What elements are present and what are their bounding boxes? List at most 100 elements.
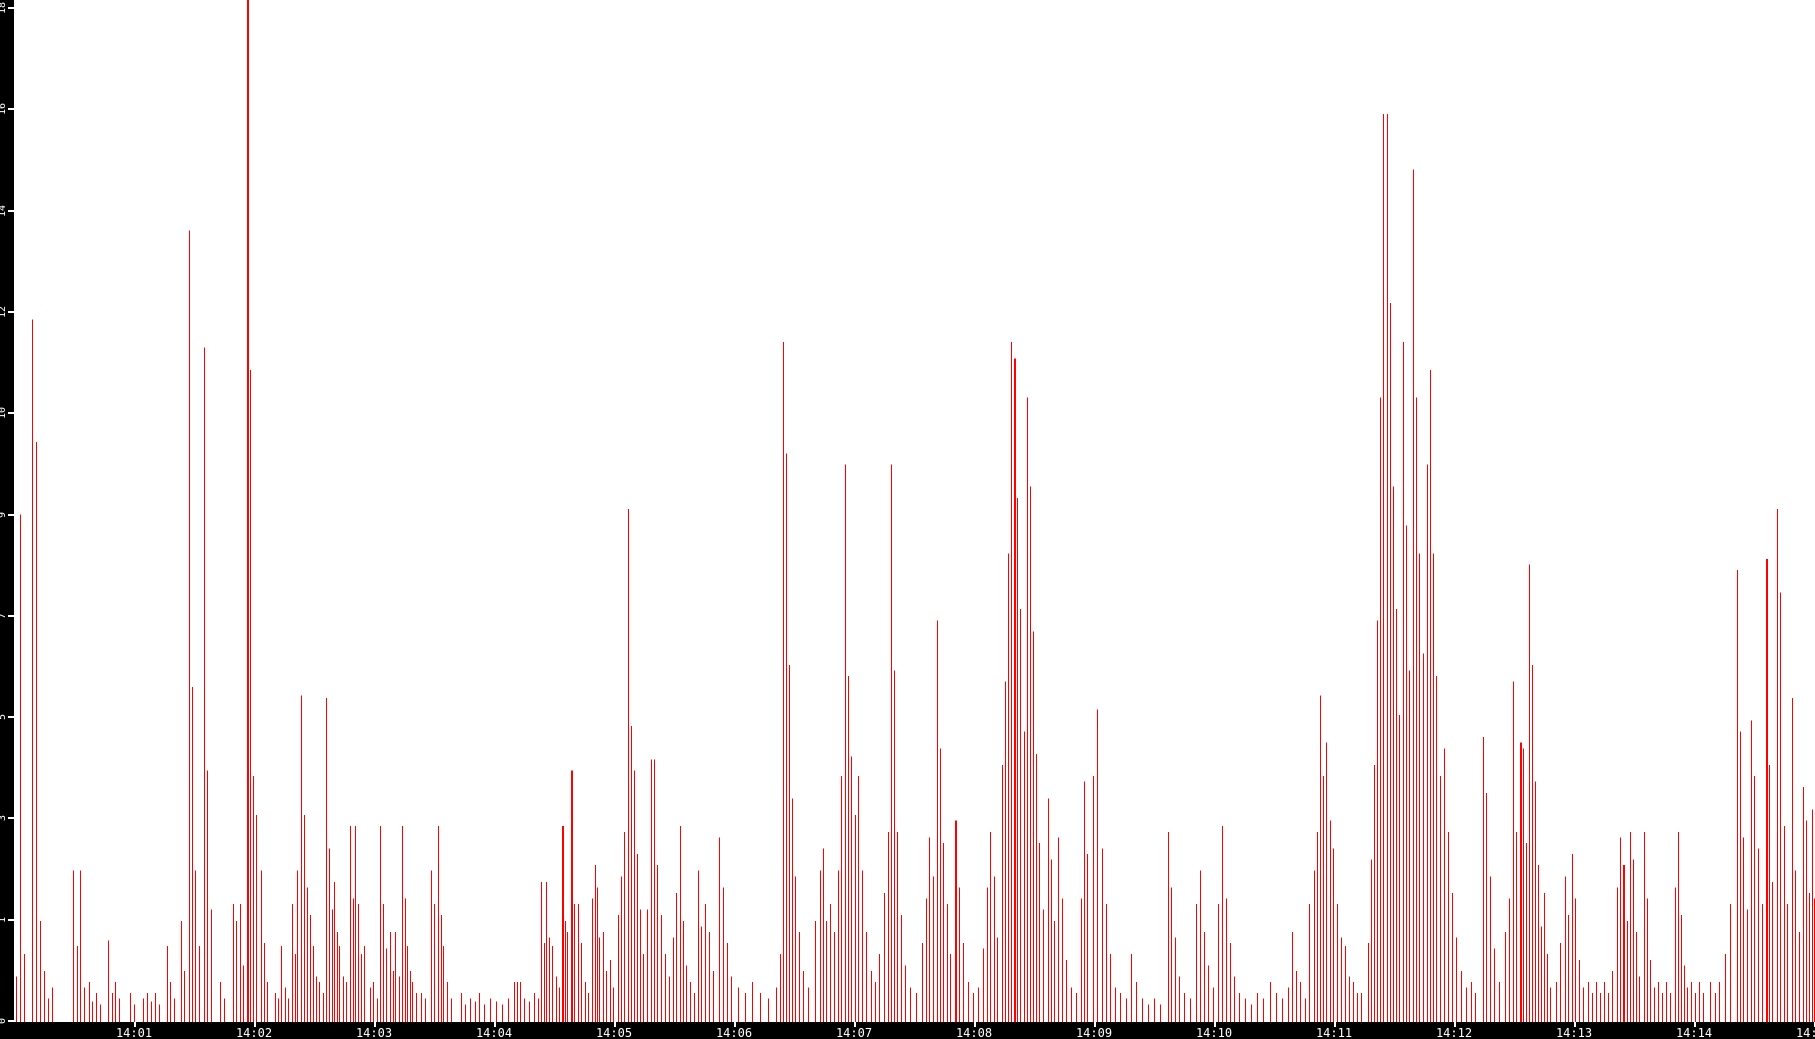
spike: [1120, 993, 1121, 1022]
spike: [1430, 369, 1431, 1022]
spike: [134, 1004, 135, 1022]
x-tick: [134, 1022, 136, 1027]
spike: [48, 998, 49, 1022]
spike: [1403, 341, 1404, 1022]
spike: [1353, 982, 1354, 1022]
x-tick-label: 14:07: [836, 1026, 872, 1039]
spike: [1002, 764, 1003, 1022]
spike: [567, 931, 568, 1022]
spike: [574, 904, 575, 1022]
spike: [1270, 982, 1271, 1022]
spike: [1017, 497, 1018, 1022]
spike: [355, 826, 356, 1022]
spike: [1596, 982, 1597, 1022]
spike: [955, 820, 957, 1022]
spike: [562, 826, 564, 1022]
spike: [1131, 954, 1132, 1022]
spike: [1600, 993, 1601, 1022]
spike: [1263, 998, 1264, 1022]
x-tick: [1694, 1022, 1696, 1027]
spike: [112, 993, 113, 1022]
spike: [1071, 987, 1072, 1022]
spike: [1516, 831, 1517, 1022]
spike: [713, 970, 714, 1022]
spike: [1097, 709, 1098, 1022]
y-tick-label: 16: [0, 103, 8, 115]
spike: [1809, 892, 1810, 1022]
spike: [1196, 904, 1197, 1022]
spike: [1043, 909, 1044, 1022]
spike: [1126, 998, 1127, 1022]
y-tick: [8, 514, 14, 516]
spike: [313, 945, 314, 1022]
spike: [1579, 959, 1580, 1022]
spike: [1608, 993, 1609, 1022]
spike: [443, 945, 444, 1022]
spike: [987, 887, 988, 1022]
spike: [1190, 998, 1191, 1022]
spike: [534, 993, 535, 1022]
spike: [926, 898, 927, 1022]
spike: [933, 876, 934, 1022]
spike: [1654, 987, 1655, 1022]
spike: [1341, 937, 1342, 1022]
spike: [683, 920, 684, 1022]
spike: [304, 815, 305, 1022]
spike: [431, 870, 432, 1022]
spike: [1699, 982, 1700, 1022]
spike: [665, 954, 666, 1022]
spike: [1572, 854, 1573, 1022]
spike: [233, 904, 234, 1022]
spike: [1730, 904, 1731, 1022]
spike: [690, 982, 691, 1022]
spike: [983, 948, 984, 1022]
spike: [1505, 931, 1506, 1022]
spike: [207, 770, 208, 1022]
spike: [1754, 776, 1755, 1022]
spike: [1234, 976, 1235, 1022]
spike: [1538, 865, 1539, 1022]
spike: [1471, 982, 1472, 1022]
y-tick: [8, 919, 14, 921]
spike: [1179, 976, 1180, 1022]
spike: [1544, 892, 1545, 1022]
spike: [669, 976, 670, 1022]
spike: [826, 920, 827, 1022]
spike: [1387, 113, 1388, 1022]
spike: [1766, 559, 1768, 1022]
spike: [1483, 737, 1484, 1022]
spike: [1222, 826, 1223, 1022]
spike: [240, 904, 241, 1022]
spike: [1204, 931, 1205, 1022]
spike: [508, 998, 509, 1022]
spike: [1620, 837, 1621, 1022]
spike: [1758, 848, 1759, 1022]
spike: [1617, 887, 1618, 1022]
spike: [224, 998, 225, 1022]
spike: [541, 881, 542, 1022]
spike: [894, 670, 895, 1022]
y-axis-bar: [0, 0, 14, 1039]
spike: [1200, 870, 1201, 1022]
spike: [1087, 854, 1088, 1022]
spike: [1547, 954, 1548, 1022]
spike: [358, 904, 359, 1022]
spike: [377, 998, 378, 1022]
spike: [1715, 993, 1716, 1022]
spike: [897, 831, 898, 1022]
spike: [20, 514, 21, 1022]
spike: [297, 870, 298, 1022]
spike: [1623, 865, 1625, 1022]
spike: [1330, 820, 1331, 1022]
spike: [738, 987, 739, 1022]
spike: [1051, 859, 1052, 1022]
spike: [1213, 987, 1214, 1022]
spike: [1423, 653, 1424, 1022]
spike: [610, 959, 611, 1022]
spike: [1560, 943, 1561, 1022]
x-tick: [1094, 1022, 1096, 1027]
spike: [1787, 904, 1788, 1022]
spike: [922, 943, 923, 1022]
